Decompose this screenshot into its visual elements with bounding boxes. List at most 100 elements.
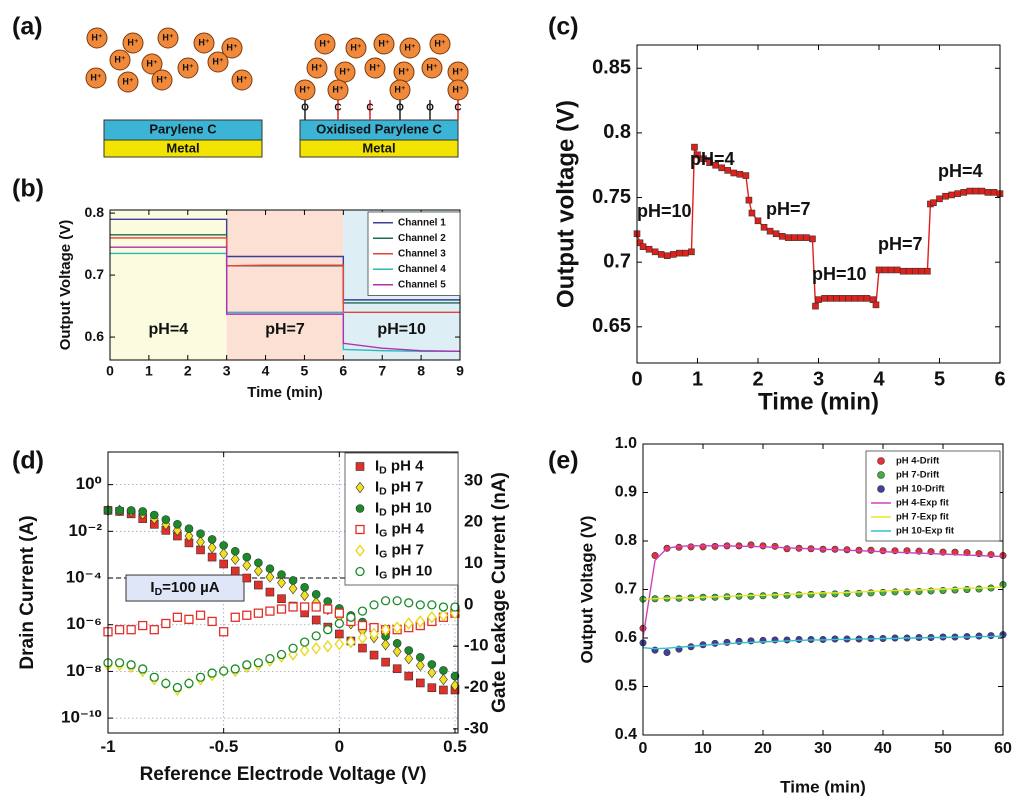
marker: [265, 653, 275, 664]
ion: [373, 33, 395, 55]
marker: [288, 576, 298, 585]
y-tick-label: 0.65: [592, 315, 631, 337]
marker: [288, 648, 298, 661]
marker: [427, 666, 437, 679]
marker: [807, 590, 815, 598]
layer-label: Metal: [362, 140, 395, 155]
marker: [207, 535, 217, 544]
region: [226, 210, 344, 360]
ion: [122, 32, 144, 54]
ion: [109, 49, 131, 71]
ion-label: H⁺: [156, 74, 167, 84]
panel-label: (e): [548, 447, 579, 475]
ion-label: H⁺: [91, 32, 102, 42]
marker: [404, 671, 414, 681]
ion-label: H⁺: [394, 84, 405, 94]
marker: [911, 267, 919, 275]
marker: [276, 604, 287, 614]
marker: [783, 591, 791, 599]
x-tick-label: 7: [378, 363, 386, 379]
marker: [404, 598, 414, 608]
marker: [311, 642, 322, 655]
marker: [736, 170, 744, 178]
legend-label: pH 7-Exp fit: [896, 512, 950, 523]
marker: [887, 266, 895, 274]
y-tick-label: 0.9: [615, 484, 637, 501]
x-tick-label: -0.5: [209, 737, 238, 756]
x-tick-label: 9: [456, 363, 464, 379]
marker: [783, 545, 791, 553]
marker: [184, 614, 194, 625]
panel-label: (c): [548, 13, 579, 41]
region-label: pH=4: [149, 321, 189, 338]
annotation: pH=4: [690, 149, 735, 169]
y-tick-label: 10⁰: [76, 474, 102, 493]
plot-frame: [107, 451, 459, 734]
group-label: C: [334, 103, 341, 114]
marker: [357, 631, 368, 645]
ion-label: H⁺: [226, 42, 237, 52]
marker: [415, 615, 426, 628]
marker: [651, 248, 659, 256]
y-tick-label: 10⁻⁸: [66, 661, 102, 680]
annotation-box: [125, 574, 245, 602]
ion: [85, 67, 107, 89]
ion: [207, 51, 229, 73]
marker: [126, 660, 136, 670]
marker: [357, 620, 368, 631]
plot-frame: [636, 44, 1001, 364]
legend-marker: [355, 481, 365, 494]
marker: [450, 602, 460, 612]
marker: [115, 506, 124, 515]
annotation: pH=10: [812, 264, 867, 284]
marker: [299, 644, 310, 657]
marker: [335, 629, 344, 639]
x-tick-label: 1: [145, 363, 153, 379]
series-line: [110, 246, 461, 353]
marker: [242, 660, 252, 670]
y-tick-label: 0.8: [603, 121, 631, 143]
marker: [879, 547, 887, 555]
marker: [207, 616, 217, 627]
ion: [447, 79, 469, 101]
x-tick-label: 5: [301, 363, 309, 379]
legend-label: pH 10-Exp fit: [896, 526, 955, 537]
marker: [663, 649, 671, 657]
ion: [327, 79, 349, 101]
y-tick-label: 0.75: [592, 186, 631, 208]
marker: [219, 627, 229, 637]
region-label: pH=10: [377, 321, 426, 338]
ion: [314, 33, 336, 55]
x-tick-label: 2: [184, 363, 192, 379]
marker: [219, 541, 228, 550]
marker: [760, 223, 768, 231]
marker: [772, 230, 780, 238]
legend-marker: [877, 485, 885, 493]
y-tick-label: 10⁻²: [68, 521, 102, 540]
ion: [389, 79, 411, 101]
marker: [711, 639, 719, 647]
marker: [253, 608, 264, 618]
marker: [207, 541, 217, 554]
marker: [242, 552, 252, 562]
marker: [833, 295, 840, 302]
marker: [827, 295, 834, 302]
ion-label: H⁺: [452, 66, 463, 76]
marker: [311, 631, 321, 641]
marker: [682, 249, 689, 257]
marker: [381, 657, 390, 667]
marker: [687, 543, 695, 551]
ion: [345, 37, 367, 59]
marker: [288, 602, 298, 612]
legend-marker: [877, 457, 885, 465]
marker: [963, 549, 971, 557]
marker: [323, 597, 333, 606]
marker: [784, 234, 792, 241]
marker: [334, 618, 344, 629]
ion-label: H⁺: [369, 62, 380, 72]
marker: [299, 637, 310, 647]
legend-label: Channel 3: [398, 248, 446, 259]
group-label: O: [426, 103, 434, 114]
marker: [783, 636, 791, 644]
marker: [184, 678, 194, 689]
